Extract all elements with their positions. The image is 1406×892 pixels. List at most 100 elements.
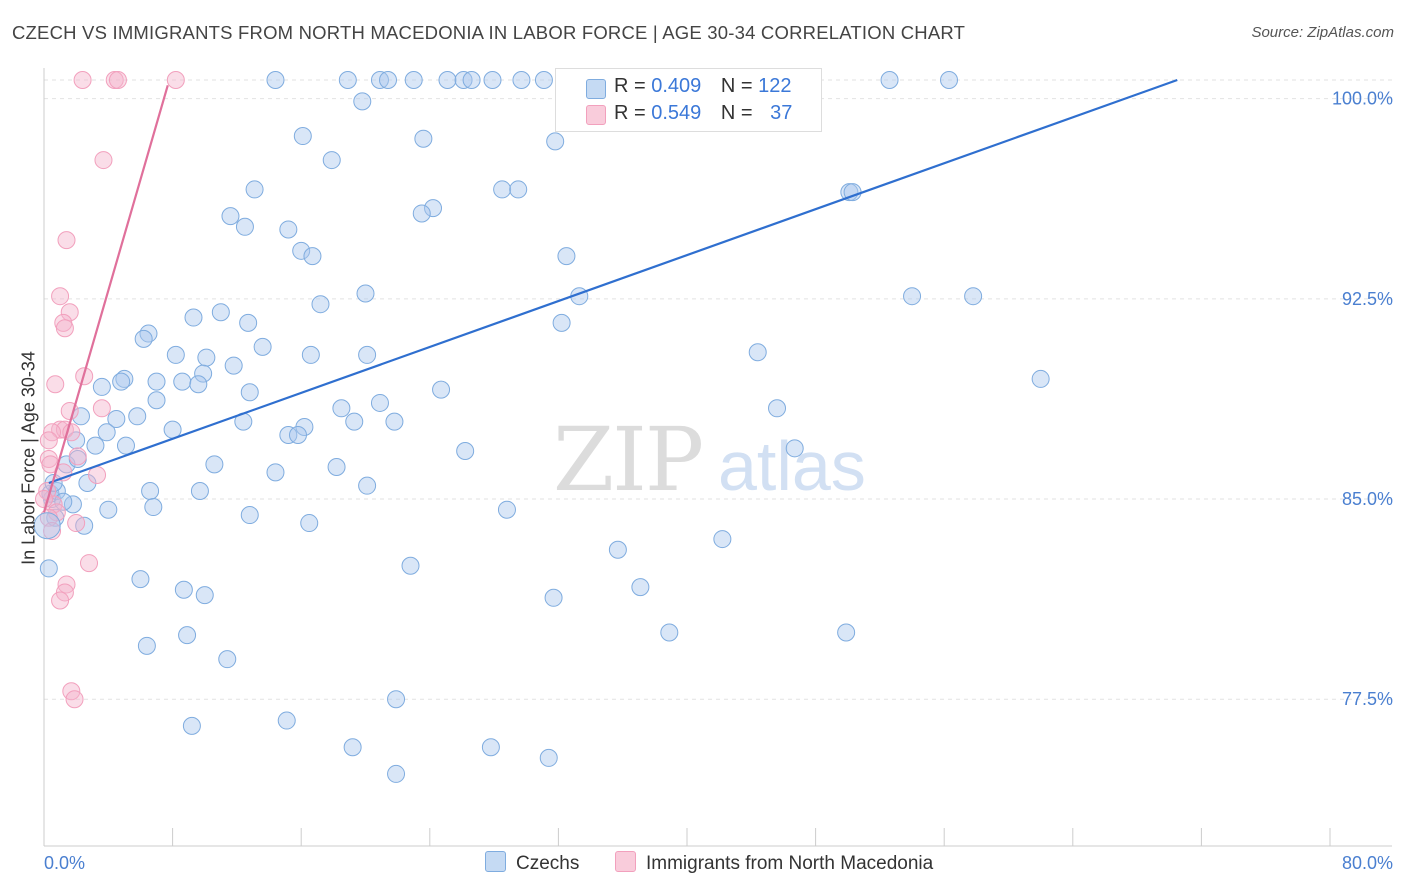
y-tick-label: 92.5%	[1342, 289, 1393, 309]
czechs-point	[195, 586, 214, 605]
czechs-point	[837, 623, 856, 642]
czechs-point	[300, 514, 319, 533]
czechs-point	[174, 580, 193, 599]
macedonia-point	[73, 71, 92, 89]
czechs-point	[631, 578, 650, 597]
macedonia-point	[46, 375, 65, 394]
czechs-point	[240, 506, 259, 525]
czechs-point	[173, 372, 192, 391]
czechs-point	[279, 425, 298, 444]
bottom-legend-label-macedonia: Immigrants from North Macedonia	[646, 853, 934, 874]
czechs-point	[338, 71, 357, 89]
bottom-legend-label-czechs: Czechs	[516, 853, 580, 874]
czechs-point	[358, 476, 377, 495]
czechs-point	[414, 129, 433, 148]
legend-r-value: 0.549	[651, 102, 702, 124]
bottom-legend-czechs: Czechs	[485, 851, 579, 875]
legend-n-value: 122	[758, 75, 792, 97]
czechs-point	[552, 313, 571, 332]
czechs-point	[462, 71, 481, 89]
bottom-legend-swatch-czechs	[485, 851, 506, 872]
czechs-point	[235, 217, 254, 236]
czechs-point	[940, 71, 959, 89]
czechs-point	[211, 303, 230, 322]
y-axis-label: In Labor Force | Age 30-34	[18, 351, 39, 565]
czechs-point	[546, 132, 565, 151]
legend-r-label: R =	[614, 75, 646, 97]
czechs-point	[224, 356, 243, 375]
czechs-point	[493, 180, 512, 199]
czechs-point	[385, 412, 404, 431]
czechs-point	[660, 623, 679, 642]
czechs-point	[182, 716, 201, 735]
macedonia-point	[67, 514, 86, 533]
czechs-point	[387, 764, 406, 783]
czechs-point	[166, 345, 185, 364]
czechs-point	[128, 407, 147, 426]
czechs-point	[356, 284, 375, 303]
czechs-point	[266, 71, 285, 89]
points-layer	[33, 71, 1050, 783]
macedonia-point	[92, 399, 111, 418]
czechs-point	[608, 540, 627, 559]
czechs-point	[539, 748, 558, 767]
macedonia-point	[94, 151, 113, 170]
czechs-point	[144, 498, 163, 517]
czechs-point	[39, 559, 58, 578]
czechs-point	[497, 500, 516, 519]
czechs-point	[221, 207, 240, 226]
czechs-point	[387, 690, 406, 709]
czechs-point	[139, 324, 158, 343]
macedonia-point	[108, 71, 127, 89]
czechs-point	[785, 439, 804, 458]
czechs-point	[184, 308, 203, 327]
y-tick-label: 85.0%	[1342, 489, 1393, 509]
czechs-point	[141, 482, 160, 501]
macedonia-point	[166, 71, 185, 89]
czechs-point	[432, 380, 451, 399]
czechs-point	[358, 345, 377, 364]
czechs-point	[456, 441, 475, 460]
czechs-point	[557, 247, 576, 266]
czechs-point	[401, 556, 420, 575]
czechs-point	[880, 71, 899, 89]
czechs-point	[107, 409, 126, 428]
czechs-point	[218, 650, 237, 669]
macedonia-point	[51, 287, 70, 306]
czechs-point	[332, 399, 351, 418]
chart-title: CZECH VS IMMIGRANTS FROM NORTH MACEDONIA…	[12, 22, 966, 43]
czechs-point	[301, 345, 320, 364]
macedonia-point	[65, 690, 84, 709]
czechs-point	[424, 199, 443, 218]
macedonia-point	[51, 591, 70, 610]
czechs-point	[97, 423, 116, 442]
czechs-point	[277, 711, 296, 730]
bottom-legend-swatch-macedonia	[615, 851, 636, 872]
czechs-point	[115, 369, 134, 388]
czechs-point	[253, 337, 272, 356]
czechs-point	[293, 127, 312, 146]
tick-label-layer: 77.5% 85.0% 92.5% 100.0% 0.0% 80.0%	[44, 89, 1393, 873]
legend-row-macedonia: R = 0.549 N = 37	[614, 102, 792, 125]
czechs-point	[99, 500, 118, 519]
watermark-layer: ZIP atlas	[553, 408, 866, 511]
czechs-point	[239, 313, 258, 332]
czechs-point	[189, 375, 208, 394]
legend-swatch-macedonia	[586, 105, 606, 125]
czechs-point	[534, 71, 553, 89]
czechs-point	[768, 399, 787, 418]
trend-layer	[42, 78, 1178, 513]
bottom-legend-macedonia: Immigrants from North Macedonia	[615, 851, 933, 875]
czechs-point	[713, 530, 732, 549]
czechs-point	[197, 348, 216, 367]
czechs-point	[240, 383, 259, 402]
y-tick-label: 100.0%	[1332, 89, 1393, 109]
czechs-point	[134, 329, 153, 348]
czechs-point	[353, 92, 372, 111]
czechs-point	[509, 180, 528, 199]
czechs-point	[33, 512, 61, 540]
macedonia-point	[55, 319, 74, 338]
czechs-point	[116, 436, 135, 455]
czechs-point	[194, 364, 213, 383]
